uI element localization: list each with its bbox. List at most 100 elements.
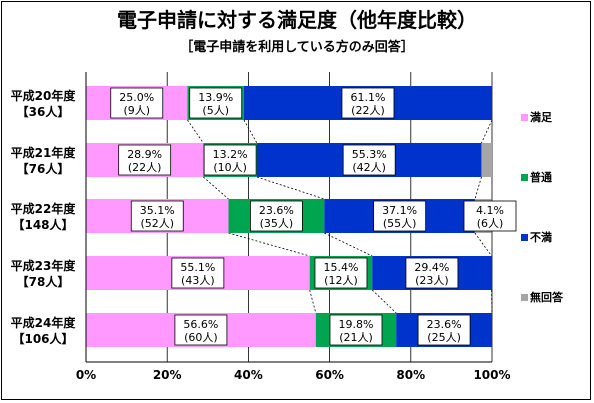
data-label-box [329,314,383,346]
series-line [371,289,397,314]
data-label-pct: 15.4% [323,261,358,274]
legend-label: 無回答 [530,290,564,304]
data-label-count: (35人) [260,217,294,230]
data-label-pct: 23.6% [427,318,462,331]
data-label-count: (6人) [477,217,504,230]
data-label-pct: 25.0% [119,91,154,104]
data-label-box [130,200,184,232]
data-label: 55.3%(42人) [342,144,396,176]
chart-subtitle: ［電子申請を利用している方のみ回答］ [180,40,414,55]
series-line [203,176,229,200]
data-label: 15.4%(12人) [314,257,368,289]
data-label-count: (21人) [339,331,373,344]
data-label-pct: 13.2% [213,148,248,161]
series-line [187,119,204,144]
data-label: 4.1%(6人) [463,200,517,232]
series-line [474,232,492,257]
series-line [481,119,493,144]
x-tick-label: 60% [315,368,344,382]
x-tick-label: 80% [396,368,425,382]
data-label-pct: 61.1% [350,91,385,104]
x-tick-label: 20% [153,368,182,382]
data-label-box [463,200,517,232]
data-label-box [341,87,395,119]
legend-label: 満足 [530,110,553,124]
data-label-box [110,87,164,119]
legend-swatch [521,294,528,301]
axis-layer: 0% 20% 40% 60% 80% 100% 平成20年度【36人】平成21年度【76人】… [11,72,511,382]
data-label-pct: 55.3% [352,148,387,161]
data-label-count: (9人) [123,104,150,117]
series-lines-layer [187,119,493,314]
category-count-label: 【148人】 [12,217,73,232]
data-label-box [203,144,257,176]
data-label-pct: 28.9% [127,148,162,161]
series-line [474,176,482,200]
bar-segment-無回答 [481,143,492,177]
data-label-pct: 56.6% [183,318,218,331]
data-label-box [417,314,471,346]
data-label-count: (43人) [181,274,215,287]
data-label: 25.0%(9人) [110,87,164,119]
category-label: 平成24年度 [11,315,77,330]
data-label-box [189,87,243,119]
legend-swatch [521,114,528,121]
legend-item: 普通 [521,170,552,184]
series-line [243,119,258,144]
data-label-box [405,257,459,289]
data-label-box [174,314,228,346]
data-label: 29.4%(23人) [405,257,459,289]
data-label-count: (23人) [415,274,449,287]
legend-swatch [521,234,528,241]
category-label: 平成22年度 [11,201,77,216]
legend-item: 満足 [521,110,553,124]
data-label-box [373,200,427,232]
data-label-pct: 29.4% [414,261,449,274]
data-label-box [314,257,368,289]
data-label-count: (12人) [324,274,358,287]
data-label: 19.8%(21人) [329,314,383,346]
series-line [256,176,325,200]
series-line [228,232,310,257]
data-label-count: (10人) [213,161,247,174]
category-count-label: 【78人】 [17,274,70,289]
data-label-count: (52人) [140,217,174,230]
data-label-count: (5人) [202,104,229,117]
data-label-count: (22人) [351,104,385,117]
data-label-pct: 19.8% [339,318,374,331]
series-line [324,232,373,257]
data-label: 55.1%(43人) [171,257,225,289]
data-label: 23.6%(35人) [250,200,303,232]
data-label-count: (42人) [352,161,386,174]
x-tick-label: 40% [234,368,263,382]
legend-swatch [521,174,528,181]
category-label: 平成20年度 [11,88,77,103]
legend-label: 普通 [530,170,552,184]
data-label-pct: 4.1% [476,204,504,217]
x-tick-label: 0% [76,368,96,382]
legend-item: 不満 [521,230,552,244]
data-label-count: (25人) [427,331,461,344]
data-label-count: (22人) [128,161,162,174]
data-label-count: (60人) [184,331,218,344]
data-label-box [342,144,396,176]
category-label: 平成21年度 [11,145,77,160]
category-count-label: 【76人】 [17,161,70,176]
data-label-pct: 35.1% [140,204,175,217]
data-label-pct: 13.9% [198,91,233,104]
data-label: 56.6%(60人) [174,314,228,346]
x-tick-label: 100% [473,368,510,382]
data-label-pct: 55.1% [180,261,215,274]
data-label-box [118,144,172,176]
data-label: 61.1%(22人) [341,87,395,119]
data-label: 13.2%(10人) [203,144,257,176]
series-line [309,289,317,314]
data-label-pct: 23.6% [259,204,294,217]
category-count-label: 【36人】 [17,104,70,119]
data-label-pct: 37.1% [382,204,417,217]
legend-item: 無回答 [521,290,564,304]
data-label: 37.1%(55人) [373,200,427,232]
category-label: 平成23年度 [11,258,77,273]
